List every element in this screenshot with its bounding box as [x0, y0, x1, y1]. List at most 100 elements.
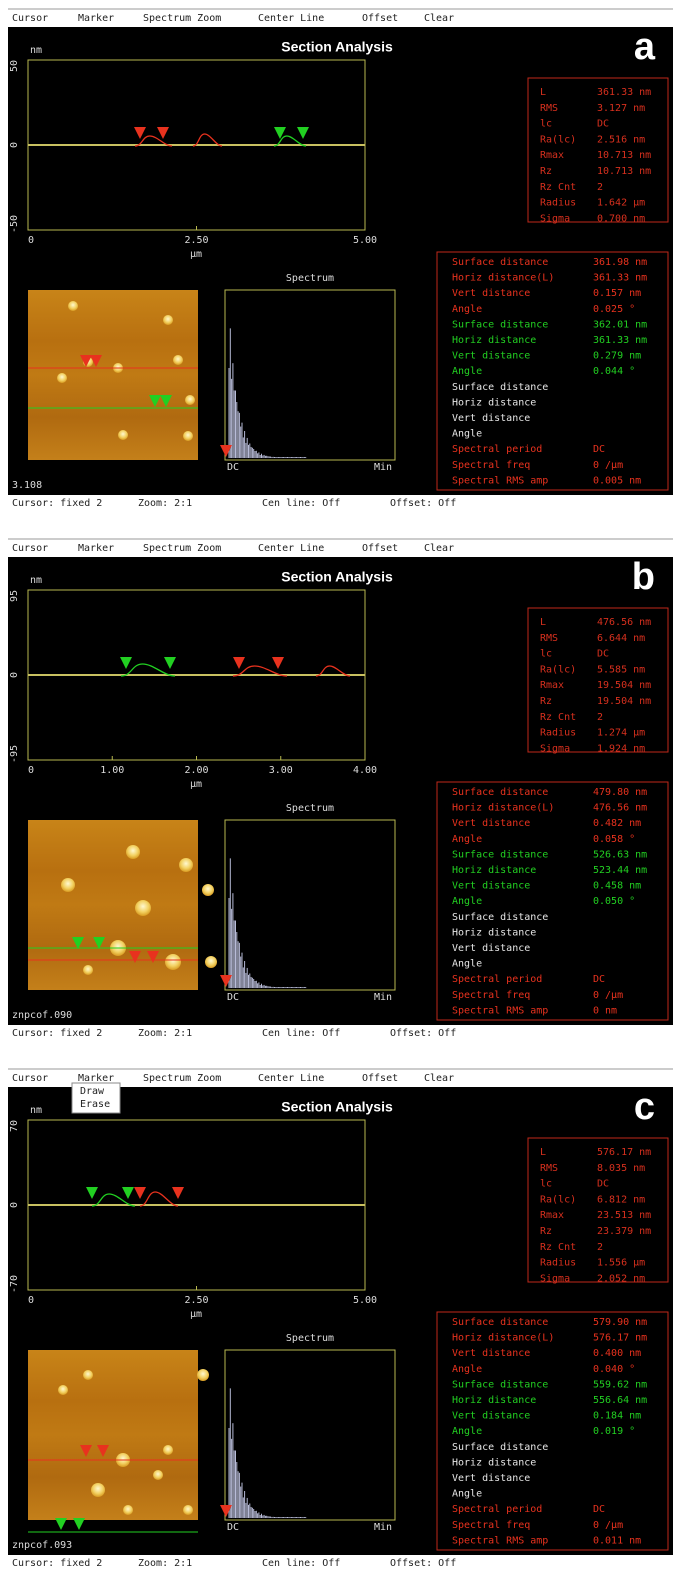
stat-label: Radius: [540, 1258, 576, 1269]
menu-item[interactable]: Cursor: [12, 543, 48, 554]
measure-label: Spectral RMS amp: [452, 1535, 548, 1546]
stat-value: 2.516 nm: [597, 134, 645, 145]
stat-value: 19.504 nm: [597, 696, 651, 707]
measure-value: DC: [593, 1504, 605, 1515]
measure-label: Angle: [452, 1489, 482, 1500]
measure-value: 526.63 nm: [593, 849, 647, 860]
measure-label: Angle: [452, 429, 482, 440]
menu-item[interactable]: Cursor: [12, 1073, 48, 1084]
stat-label: lc: [540, 1179, 552, 1190]
spectrum-right: Min: [374, 992, 392, 1003]
particle: [197, 1369, 209, 1381]
y-unit: nm: [30, 1105, 42, 1116]
measure-label: Angle: [452, 834, 482, 845]
x-tick-label: 2.00: [184, 765, 208, 776]
measure-value: 0.279 nm: [593, 351, 641, 362]
stat-value: 361.33 nm: [597, 87, 651, 98]
stat-label: Rmax: [540, 1210, 564, 1221]
measure-label: Vert distance: [452, 943, 530, 954]
x-tick-label: 4.00: [353, 765, 377, 776]
x-tick-label: 0: [28, 765, 34, 776]
title: Section Analysis: [281, 569, 393, 585]
stat-label: L: [540, 1147, 546, 1158]
measure-label: Horiz distance: [452, 397, 536, 408]
x-tick-label: 0: [28, 235, 34, 246]
panel-letter: a: [634, 26, 656, 68]
measure-value: 476.56 nm: [593, 803, 647, 814]
spectrum-right: Min: [374, 462, 392, 473]
status-item: Offset: Off: [390, 1028, 456, 1039]
particle: [185, 395, 195, 405]
menu-item[interactable]: Offset: [362, 543, 398, 554]
measure-label: Surface distance: [452, 1379, 548, 1390]
stat-label: RMS: [540, 633, 558, 644]
panel: Cursor Marker Spectrum Zoom Center Line Offs…: [8, 539, 673, 1039]
measure-label: Horiz distance(L): [452, 1333, 554, 1344]
dropdown-item[interactable]: Erase: [80, 1099, 110, 1110]
title: Section Analysis: [281, 39, 393, 55]
particle: [61, 878, 75, 892]
menu-item[interactable]: Spectrum Zoom: [143, 13, 221, 24]
figure: Cursor Marker Spectrum Zoom Center Line Offs…: [0, 0, 673, 1574]
stat-value: 2: [597, 182, 603, 193]
x-unit: µm: [190, 779, 202, 790]
menu-item[interactable]: Clear: [424, 543, 454, 554]
panel: Cursor Marker Spectrum Zoom Center Line Offs…: [8, 9, 673, 509]
menu-item[interactable]: Center Line: [258, 1073, 324, 1084]
measure-value: 0.458 nm: [593, 881, 641, 892]
stat-value: 6.644 nm: [597, 633, 645, 644]
measure-value: 0.482 nm: [593, 818, 641, 829]
afm-image: [28, 290, 198, 460]
y-tick-label: 70: [9, 1120, 20, 1132]
particle: [163, 315, 173, 325]
dropdown-item[interactable]: Draw: [80, 1086, 105, 1097]
measure-value: 0.184 nm: [593, 1411, 641, 1422]
menu-item[interactable]: Marker: [78, 1073, 114, 1084]
x-tick-label: 1.00: [100, 765, 124, 776]
measure-label: Spectral freq: [452, 990, 530, 1001]
menu-item[interactable]: Spectrum Zoom: [143, 1073, 221, 1084]
menu-item[interactable]: Center Line: [258, 543, 324, 554]
menu-item[interactable]: Offset: [362, 1073, 398, 1084]
measure-value: 0.044 °: [593, 366, 635, 377]
stat-value: DC: [597, 119, 609, 130]
measure-label: Spectral freq: [452, 460, 530, 471]
measure-value: 361.33 nm: [593, 273, 647, 284]
measure-label: Spectral period: [452, 1504, 542, 1515]
particle: [153, 1470, 163, 1480]
y-tick-label: -50: [9, 215, 20, 233]
particle: [179, 858, 193, 872]
menu-item[interactable]: Marker: [78, 13, 114, 24]
menu-item[interactable]: Clear: [424, 1073, 454, 1084]
stat-label: lc: [540, 649, 552, 660]
measure-label: Spectral RMS amp: [452, 1005, 548, 1016]
measure-value: 0 /µm: [593, 990, 623, 1001]
measure-label: Surface distance: [452, 849, 548, 860]
status-item: Cen line: Off: [262, 1028, 340, 1039]
x-tick-label: 0: [28, 1295, 34, 1306]
panel: Cursor Marker Spectrum Zoom Center Line Offs…: [8, 1069, 673, 1569]
stat-label: Ra(lc): [540, 1194, 576, 1205]
stat-value: 5.585 nm: [597, 664, 645, 675]
stat-label: Rmax: [540, 680, 564, 691]
x-tick-label: 2.50: [184, 1295, 208, 1306]
menu-item[interactable]: Cursor: [12, 13, 48, 24]
measure-label: Vert distance: [452, 1411, 530, 1422]
spectrum-left: DC: [227, 462, 239, 473]
stat-value: 0.700 nm: [597, 213, 645, 224]
measure-value: 0.011 nm: [593, 1535, 641, 1546]
menu-item[interactable]: Clear: [424, 13, 454, 24]
y-tick-label: -70: [9, 1275, 20, 1293]
menu-item[interactable]: Offset: [362, 13, 398, 24]
y-tick-label: 0: [9, 672, 20, 678]
menu-item[interactable]: Spectrum Zoom: [143, 543, 221, 554]
measure-value: DC: [593, 974, 605, 985]
measure-label: Spectral freq: [452, 1520, 530, 1531]
menu-item[interactable]: Marker: [78, 543, 114, 554]
menu-item[interactable]: Center Line: [258, 13, 324, 24]
measure-value: 523.44 nm: [593, 865, 647, 876]
particle: [173, 355, 183, 365]
stat-value: 1.556 µm: [597, 1258, 645, 1269]
measure-label: Horiz distance: [452, 1457, 536, 1468]
measure-value: 576.17 nm: [593, 1333, 647, 1344]
